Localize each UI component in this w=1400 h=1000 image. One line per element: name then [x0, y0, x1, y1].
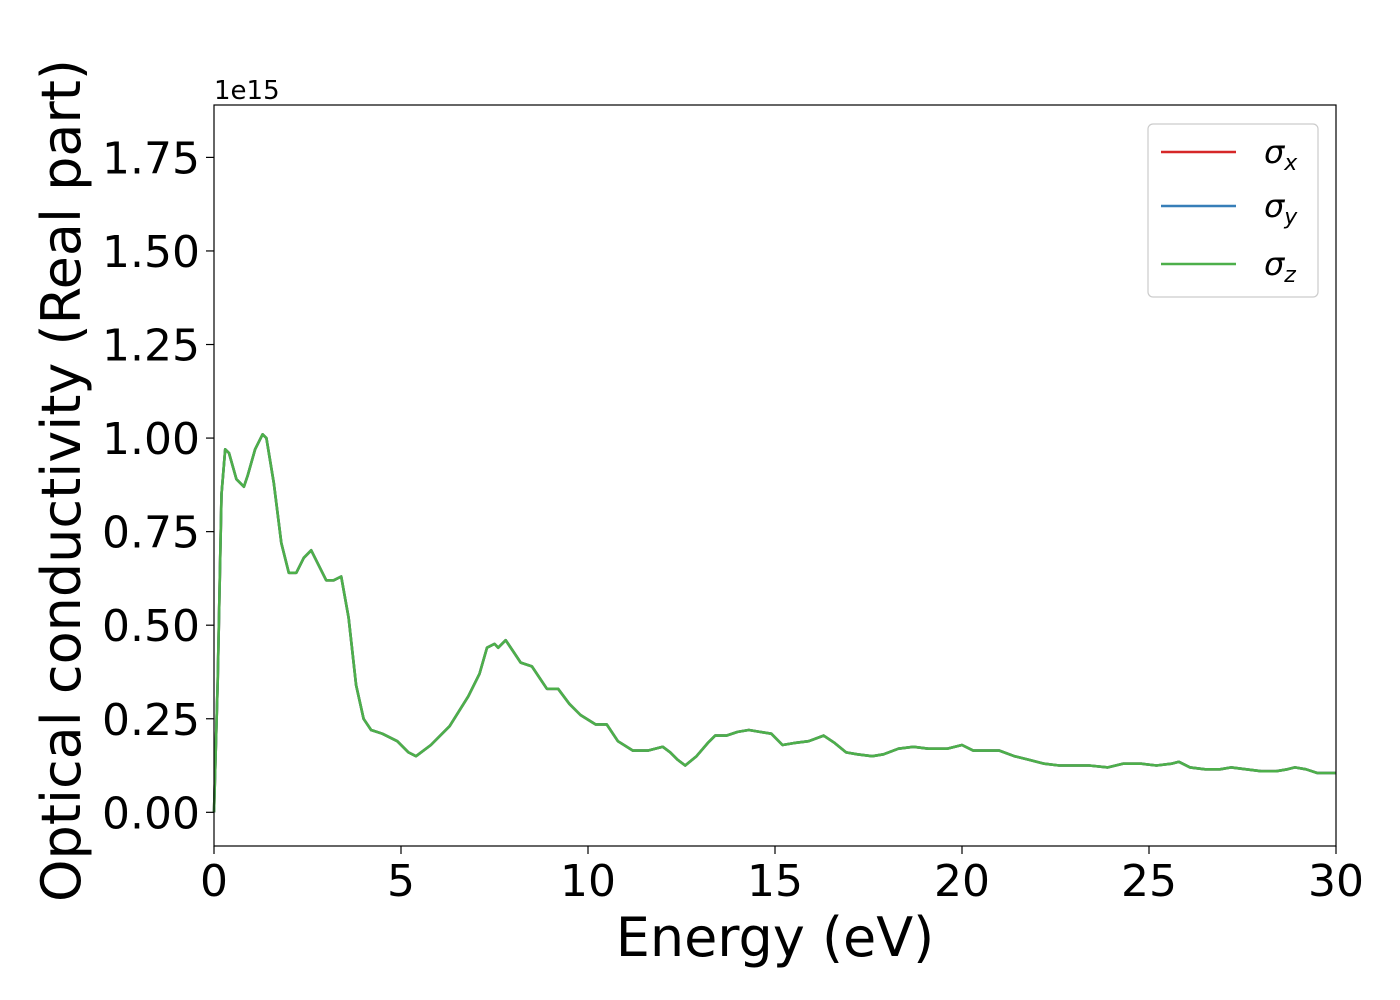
y-tick-label: 1.00 [102, 414, 200, 465]
x-tick-label: 0 [200, 856, 228, 907]
x-axis-ticks: 0 5 10 15 20 25 30 [200, 846, 1364, 907]
x-tick-label: 15 [747, 856, 803, 907]
legend-entry-label: σx [1264, 133, 1298, 176]
y-axis-ticks: 0.00 0.25 0.50 0.75 1.00 1.25 1.50 1.75 [102, 133, 214, 839]
y-tick-label: 0.00 [102, 788, 200, 839]
legend-box [1147, 123, 1319, 298]
y-tick-label: 1.25 [102, 321, 200, 372]
y-axis-label: Optical conductivity (Real part) [30, 59, 93, 902]
y-tick-label: 0.25 [102, 695, 200, 746]
y-axis-offset-label: 1e15 [214, 76, 280, 106]
series-line-3 [212, 432, 1336, 813]
legend-entry-label: σy [1264, 187, 1298, 230]
x-tick-label: 5 [387, 856, 415, 907]
x-tick-label: 30 [1308, 856, 1364, 907]
legend-entry-label: σz [1264, 245, 1296, 288]
y-tick-label: 0.50 [102, 601, 200, 652]
legend: σx σy σz [1147, 123, 1319, 298]
x-tick-label: 10 [560, 856, 616, 907]
series-layer [212, 432, 1336, 813]
y-tick-label: 1.75 [102, 133, 200, 184]
y-tick-label: 1.50 [102, 227, 200, 278]
x-tick-label: 20 [934, 856, 990, 907]
x-axis-label: Energy (eV) [616, 906, 935, 969]
x-tick-label: 25 [1121, 856, 1177, 907]
y-tick-label: 0.75 [102, 508, 200, 559]
